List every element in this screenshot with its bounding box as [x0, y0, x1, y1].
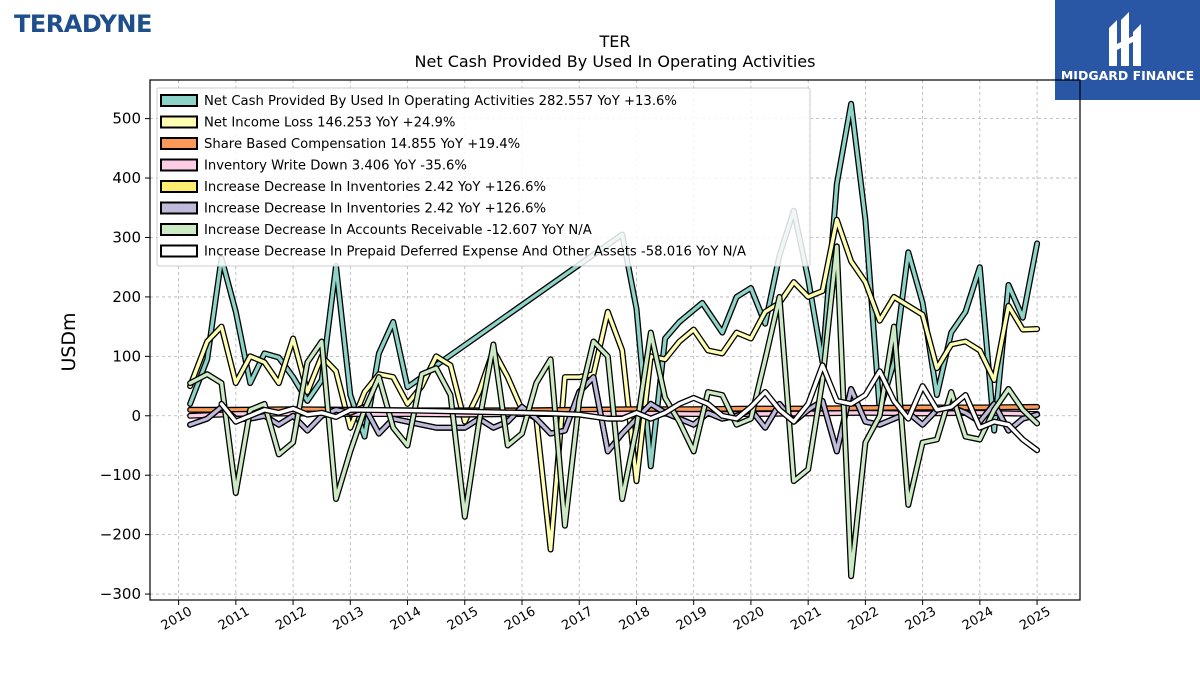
legend-swatch — [160, 180, 198, 193]
series-line — [188, 244, 1039, 578]
y-tick-label: −300 — [100, 585, 141, 603]
y-tick-label: 500 — [112, 110, 141, 128]
legend-label: Increase Decrease In Prepaid Deferred Ex… — [204, 245, 746, 260]
legend-swatch — [160, 115, 198, 129]
series-line — [188, 217, 1039, 552]
x-tick-label: 2018 — [617, 604, 653, 634]
y-tick-label: 200 — [112, 288, 141, 306]
y-tick-label: −200 — [100, 526, 141, 544]
y-tick-label: 400 — [112, 169, 141, 187]
legend-swatch — [160, 94, 198, 107]
legend-swatch — [160, 158, 198, 172]
legend-label: Inventory Write Down 3.406 YoY -35.6% — [204, 159, 467, 174]
legend-swatch — [160, 223, 198, 236]
legend-label: Increase Decrease In Inventories 2.42 Yo… — [204, 202, 546, 217]
midgard-finance-wordmark: MIDGARD FINANCE — [1060, 68, 1195, 83]
x-tick-label: 2022 — [846, 604, 882, 634]
legend-box — [156, 87, 811, 267]
x-tick-label: 2017 — [559, 604, 595, 634]
y-tick-label: 100 — [112, 347, 141, 365]
y-tick-label: −100 — [100, 466, 141, 484]
midgard-finance-logo: MIDGARD FINANCE — [1055, 0, 1200, 100]
x-tick-label: 2016 — [502, 604, 538, 634]
y-tick-label: 300 — [112, 228, 141, 246]
x-tick-label: 2015 — [445, 604, 481, 634]
midgard-mark-icon — [1109, 12, 1141, 66]
x-tick-label: 2020 — [731, 604, 767, 634]
y-tick-label: 0 — [131, 407, 141, 425]
legend-label: Increase Decrease In Accounts Receivable… — [204, 223, 592, 238]
teradyne-logo: TERADYNE — [14, 10, 152, 38]
series-lines — [187, 100, 1041, 580]
x-tick-label: 2023 — [903, 604, 939, 634]
plot-frame — [149, 79, 1081, 601]
x-tick-label: 2012 — [273, 604, 309, 634]
chart-title: TER — [599, 32, 631, 51]
legend-label: Net Income Loss 146.253 YoY +24.9% — [204, 116, 455, 131]
chart-subtitle: Net Cash Provided By Used In Operating A… — [415, 52, 816, 71]
x-tick-label: 2025 — [1017, 604, 1053, 634]
y-axis-label: USDm — [58, 312, 80, 371]
legend: Net Cash Provided By Used In Operating A… — [156, 87, 811, 267]
x-tick-label: 2014 — [388, 604, 424, 634]
series-line — [188, 405, 1039, 413]
legend-label: Share Based Compensation 14.855 YoY +19.… — [204, 137, 520, 152]
x-tick-label: 2021 — [788, 604, 824, 634]
legend-label: Increase Decrease In Inventories 2.42 Yo… — [204, 180, 546, 195]
series-line — [219, 363, 1039, 452]
legend-swatch — [160, 201, 198, 215]
x-tick-label: 2024 — [960, 604, 996, 634]
x-tick-label: 2013 — [330, 604, 366, 634]
x-tick-label: 2011 — [216, 604, 252, 634]
legend-swatch — [160, 137, 198, 150]
legend-label: Net Cash Provided By Used In Operating A… — [204, 94, 677, 109]
legend-swatch — [160, 244, 198, 258]
x-tick-label: 2010 — [159, 604, 195, 634]
x-tick-label: 2019 — [674, 604, 710, 634]
